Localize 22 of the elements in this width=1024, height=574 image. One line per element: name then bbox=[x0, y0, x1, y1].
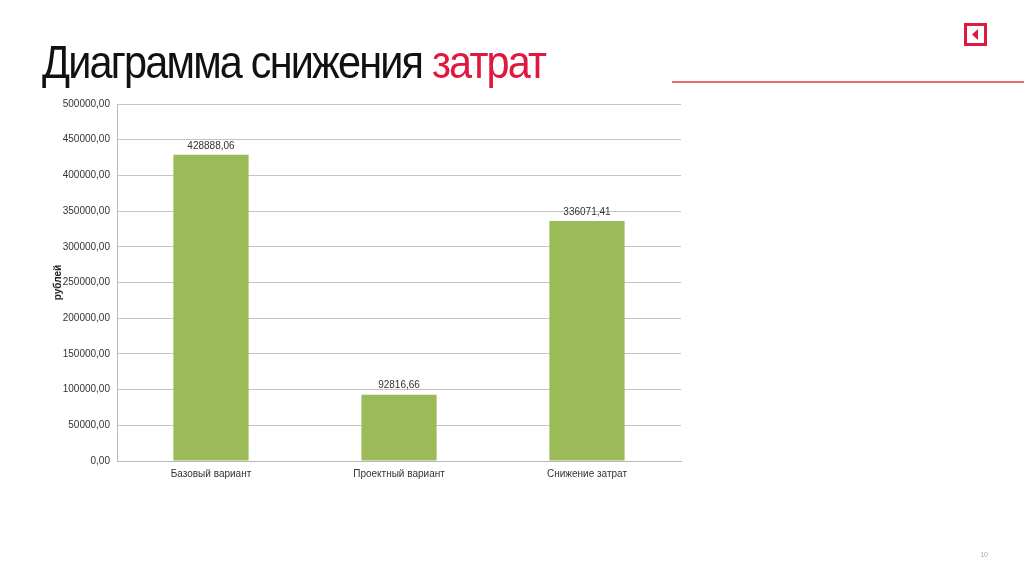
bar bbox=[173, 154, 249, 461]
bar bbox=[549, 221, 625, 461]
y-tick-label: 400000,00 bbox=[62, 169, 111, 181]
bar bbox=[361, 394, 437, 461]
y-tick-label: 150000,00 bbox=[62, 347, 111, 359]
data-label: 428888,06 bbox=[187, 139, 236, 151]
y-tick-label: 350000,00 bbox=[62, 204, 111, 216]
chart-title: Диаграмма снижения затрат bbox=[42, 36, 546, 88]
y-tick-label: 450000,00 bbox=[62, 133, 111, 145]
data-label: 336071,41 bbox=[563, 205, 612, 217]
y-tick-label: 500000,00 bbox=[62, 97, 111, 109]
x-tick-label: Базовый вариант bbox=[170, 467, 252, 479]
y-tick-label: 300000,00 bbox=[62, 240, 111, 252]
x-tick-label: Снижение затрат bbox=[546, 467, 628, 479]
y-tick-label: 0,00 bbox=[90, 454, 111, 466]
y-tick-label: 250000,00 bbox=[62, 276, 111, 288]
x-tick-label: Проектный вариант bbox=[353, 467, 446, 479]
y-axis-title: рублей bbox=[51, 264, 63, 301]
y-tick-label: 200000,00 bbox=[62, 311, 111, 323]
data-label: 92816,66 bbox=[378, 379, 421, 391]
y-tick-label: 100000,00 bbox=[62, 383, 111, 395]
y-tick-label: 50000,00 bbox=[68, 419, 111, 431]
